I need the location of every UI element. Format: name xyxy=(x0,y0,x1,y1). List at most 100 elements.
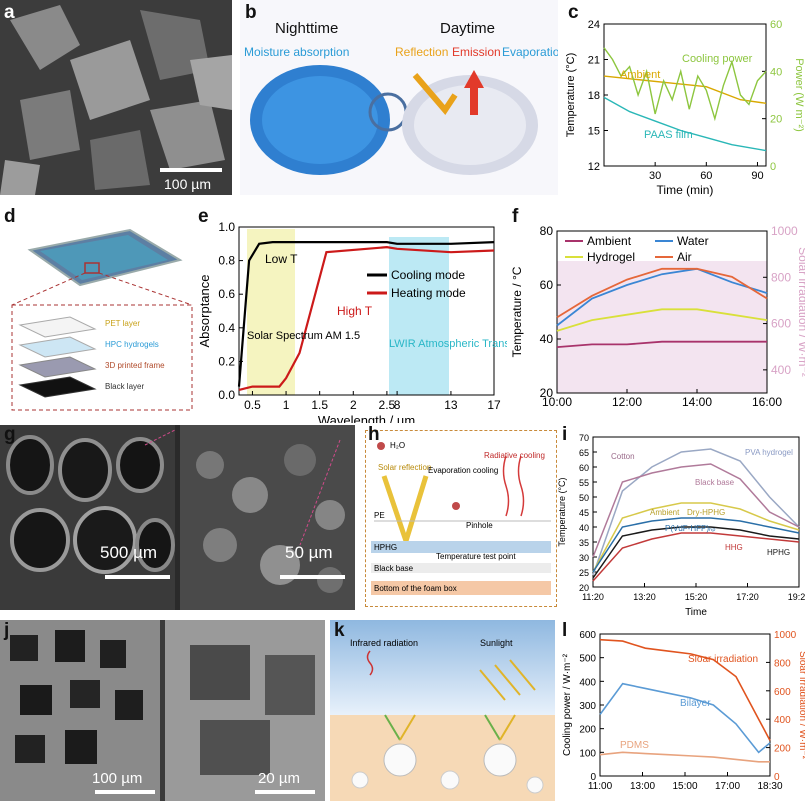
day-night-illustration xyxy=(250,65,538,175)
moisture-label: Moisture absorption xyxy=(244,45,350,59)
panel-label-l: l xyxy=(562,620,568,641)
annot-high-t: High T xyxy=(337,304,373,318)
y-tick-label: 20 xyxy=(540,386,554,400)
test-point-label: Temperature test point xyxy=(436,552,516,561)
scale-label-2: 20 µm xyxy=(258,770,300,787)
y-tick-label: 35 xyxy=(579,538,589,548)
plot-frame xyxy=(603,23,767,167)
chart-f: 20 40 60 80 400 600 800 1000 10:00 12:00 14:00 16:0… xyxy=(510,224,805,409)
black-base-label: Black base xyxy=(374,564,414,573)
bilayer-illustration xyxy=(330,620,555,801)
scale-label: 100 µm xyxy=(164,176,211,192)
series-line-dry-hphg xyxy=(592,502,800,573)
y-tick-label: 24 xyxy=(588,19,600,31)
annot-pdms: PDMS xyxy=(620,740,649,751)
x-tick-label: 17 xyxy=(487,398,501,412)
annot-low-t: Low T xyxy=(265,252,298,266)
panel-label-h: h xyxy=(368,424,380,445)
x-tick-label: 11:00 xyxy=(588,781,613,792)
y-tick-label: 30 xyxy=(579,553,589,563)
y2-tick-label: 800 xyxy=(771,270,791,284)
foam-box-label: Bottom of the foam box xyxy=(374,584,457,593)
y2-tick-label: 1000 xyxy=(771,224,798,238)
y-tick-label: 500 xyxy=(579,654,596,665)
x-tick-label: 16:00 xyxy=(752,395,782,409)
series-line-heating-mode xyxy=(238,246,495,392)
sem-porous xyxy=(0,425,355,610)
panel-label-f: f xyxy=(512,206,519,227)
y2-tick-label: 400 xyxy=(771,363,791,377)
y-tick-label: 12 xyxy=(588,161,600,173)
scale-label-2: 50 µm xyxy=(285,543,333,562)
chart-c: 12 15 18 21 24 0 20 40 60 30 60 90 Time (min) Tempera… xyxy=(565,19,805,197)
y-axis-label: Temperature (°C) xyxy=(565,53,577,137)
y-tick-label: 70 xyxy=(579,433,589,443)
x-tick-label: 13:20 xyxy=(633,592,656,602)
lwir-shade xyxy=(389,237,449,395)
panel-j-sem-image: 100 µm 20 µm xyxy=(0,620,325,801)
y-tick-label: 0.8 xyxy=(218,254,235,268)
x-tick-label: 1 xyxy=(283,398,290,412)
scale-bar xyxy=(160,168,222,172)
x-tick-label: 19:20 xyxy=(788,592,805,602)
y-tick-label: 25 xyxy=(579,568,589,578)
evaporation-label: Evaporation xyxy=(502,45,558,59)
y-axis-label: Absorptance xyxy=(197,275,212,348)
x-tick-label: 15:20 xyxy=(685,592,708,602)
y-tick-label: 15 xyxy=(588,126,600,138)
y2-tick-label: 60 xyxy=(770,19,782,31)
y-axis-label: Temperature (°C) xyxy=(557,477,567,546)
annot-1: Black base xyxy=(695,478,735,487)
scale-bar-1 xyxy=(95,790,155,794)
y-tick-label: 18 xyxy=(588,90,600,102)
y-tick-label: 1.0 xyxy=(218,220,235,234)
y-tick-label: 45 xyxy=(579,508,589,518)
pet-layer-label: PET layer xyxy=(105,319,140,328)
plot-frame xyxy=(238,226,495,396)
y-tick-label: 0.6 xyxy=(218,287,235,301)
x-axis-label: Wavelength / µm xyxy=(318,413,415,423)
annot-lwir: LWIR Atmospheric Transmittance xyxy=(389,338,507,350)
panel-d-diagram: PET layer HPC hydrogels 3D printed frame… xyxy=(0,205,200,415)
x-tick-label: 13:00 xyxy=(630,781,655,792)
y-tick-label: 0.2 xyxy=(218,354,235,368)
y-tick-label: 0.0 xyxy=(218,388,235,402)
series-line-hhg xyxy=(592,532,800,582)
plot-frame xyxy=(556,230,768,394)
panel-label-a: a xyxy=(4,2,15,23)
x-axis-label: Time xyxy=(685,607,707,615)
series-line-bilayer xyxy=(599,682,771,754)
series-line-hydrogel xyxy=(556,308,768,332)
series-line-hphg xyxy=(592,526,800,579)
panel-label-i: i xyxy=(562,424,568,445)
annot-4: Ambient xyxy=(650,508,680,517)
y2-tick-label: 20 xyxy=(770,114,782,126)
sem-particles xyxy=(0,0,232,195)
x-tick-label: 17:20 xyxy=(736,592,759,602)
annot-0: Cotton xyxy=(611,452,635,461)
legend-air: Air xyxy=(677,250,692,264)
x-tick-label: 2 xyxy=(350,398,357,412)
series-line-p-vdf-hfp- xyxy=(592,517,800,573)
scale-label-1: 500 µm xyxy=(100,543,158,562)
evaporation-cooling-label: Evaporation cooling xyxy=(428,466,499,475)
x-tick-label: 2.5 xyxy=(379,398,396,412)
scale-label-1: 100 µm xyxy=(92,770,143,787)
solar-area xyxy=(557,261,767,393)
annot-5: P(VdF-HFP)ₕₚ xyxy=(665,524,716,533)
legend-water: Water xyxy=(677,234,709,248)
x-tick-label: 11:20 xyxy=(582,592,604,602)
y2-tick-label: 0 xyxy=(770,161,776,173)
panel-a-sem-image: 100 µm xyxy=(0,0,232,195)
x-tick-label: 8 xyxy=(394,398,401,412)
x-tick-label: 13 xyxy=(444,398,458,412)
x-tick-label: 12:00 xyxy=(612,395,642,409)
y-tick-label: 40 xyxy=(579,523,589,533)
panel-label-e: e xyxy=(198,206,209,227)
solar-reflection-label: Solar reflection xyxy=(378,463,432,472)
hpc-label: HPC hydrogels xyxy=(105,340,159,349)
series-line-cooling-mode xyxy=(237,241,495,387)
chart-l: 0 100 200 300 400 500 600 0 200 400 600 800 1000 11:0… xyxy=(562,630,805,792)
sem-scaffold xyxy=(0,620,325,801)
panel-b-diagram: Nighttime Daytime Moisture absorption Re… xyxy=(240,0,558,195)
